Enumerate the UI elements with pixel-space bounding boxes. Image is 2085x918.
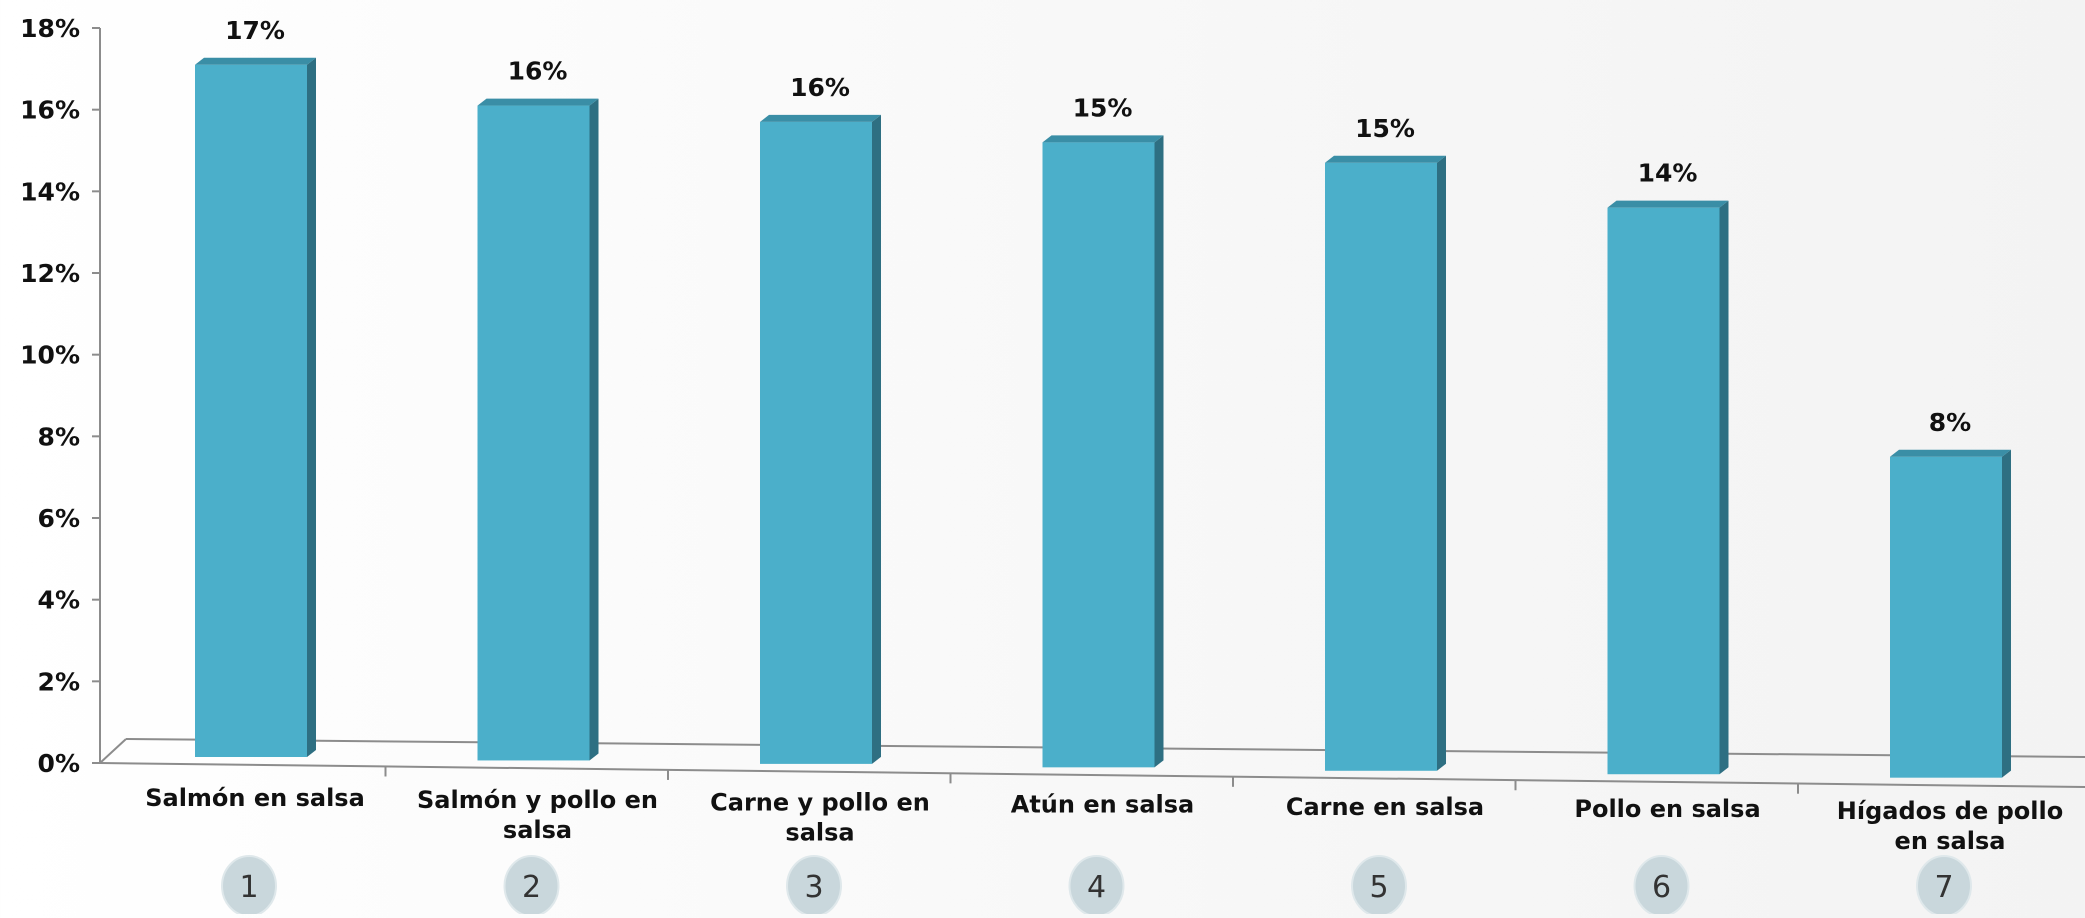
category-label-line: salsa <box>503 816 572 844</box>
category-label: Hígados de pollo en salsa <box>1837 797 2063 855</box>
bar <box>1607 207 1720 775</box>
bar-top <box>1607 200 1729 208</box>
bar-side <box>872 114 881 764</box>
category-label-line: Carne en salsa <box>1286 793 1484 821</box>
y-tick-label: 16% <box>20 96 80 125</box>
bar-top <box>1890 449 2011 457</box>
bar <box>477 105 590 761</box>
category-label: Carne y pollo en salsa <box>710 788 930 846</box>
category-label-line: Pollo en salsa <box>1574 795 1760 823</box>
bar-side <box>1437 155 1446 771</box>
bar <box>195 64 307 757</box>
category-label: Salmón y pollo en salsa <box>417 786 658 844</box>
category-label-line: Atún en salsa <box>1011 791 1194 819</box>
category-label: Pollo en salsa <box>1574 795 1760 823</box>
rank-number: 5 <box>1369 870 1388 905</box>
category-label-line: Carne y pollo en <box>710 788 930 816</box>
rank-number: 4 <box>1087 870 1106 905</box>
bar-top <box>477 98 599 106</box>
bar-top <box>1325 155 1446 163</box>
y-tick-label: 14% <box>20 177 80 206</box>
bar <box>760 121 872 764</box>
rank-number: 1 <box>239 870 258 905</box>
category-label: Carne en salsa <box>1286 793 1484 821</box>
category-label: Atún en salsa <box>1011 791 1194 819</box>
floor-left-edge <box>99 738 127 764</box>
rank-number: 7 <box>1934 870 1953 905</box>
data-labels: 17% 16% 16% 15% 15% 14% 8% <box>225 16 1971 437</box>
bars <box>195 57 2011 778</box>
data-label: 16% <box>790 73 850 102</box>
rank-number: 2 <box>522 870 541 905</box>
y-axis-ticks: 0% 2% 4% 6% 8% 10% 12% 14% 16% 18% <box>20 14 100 778</box>
bar-top <box>195 57 316 65</box>
bar-top <box>1042 135 1164 143</box>
bar <box>1890 456 2002 778</box>
data-label: 15% <box>1073 93 1133 122</box>
category-label-line: Salmón en salsa <box>145 784 365 812</box>
category-labels: Salmón en salsa Salmón y pollo en salsaCar… <box>145 784 2063 855</box>
data-label: 17% <box>225 16 285 45</box>
y-tick-label: 2% <box>38 667 80 696</box>
y-tick-label: 12% <box>20 259 80 288</box>
category-label-line: en salsa <box>1895 827 2006 855</box>
y-tick-label: 4% <box>38 586 80 615</box>
y-tick-label: 8% <box>38 422 80 451</box>
data-label: 15% <box>1355 114 1415 143</box>
data-label: 16% <box>508 57 568 86</box>
category-label-line: Salmón y pollo en <box>417 786 658 814</box>
x-axis-line <box>99 762 2085 788</box>
data-label: 8% <box>1929 408 1971 437</box>
category-label: Salmón en salsa <box>145 784 365 812</box>
rank-number: 6 <box>1652 870 1671 905</box>
category-label-line: salsa <box>785 818 854 846</box>
y-tick-label: 18% <box>20 14 80 43</box>
bar-top <box>760 114 881 122</box>
bar-side <box>589 98 599 761</box>
y-tick-label: 0% <box>38 749 80 778</box>
y-tick-label: 6% <box>38 504 80 533</box>
bar-side <box>1154 135 1164 768</box>
y-tick-label: 10% <box>20 341 80 370</box>
rank-badges: 1 2 3 4 5 6 7 <box>221 855 1972 917</box>
rank-number: 3 <box>804 870 823 905</box>
bar-side <box>1719 200 1729 775</box>
bar <box>1042 142 1155 768</box>
bar-side <box>2002 449 2011 778</box>
category-label-line: Hígados de pollo <box>1837 797 2063 825</box>
data-label: 14% <box>1638 159 1698 188</box>
bar-side <box>307 57 316 757</box>
bar <box>1325 162 1437 771</box>
